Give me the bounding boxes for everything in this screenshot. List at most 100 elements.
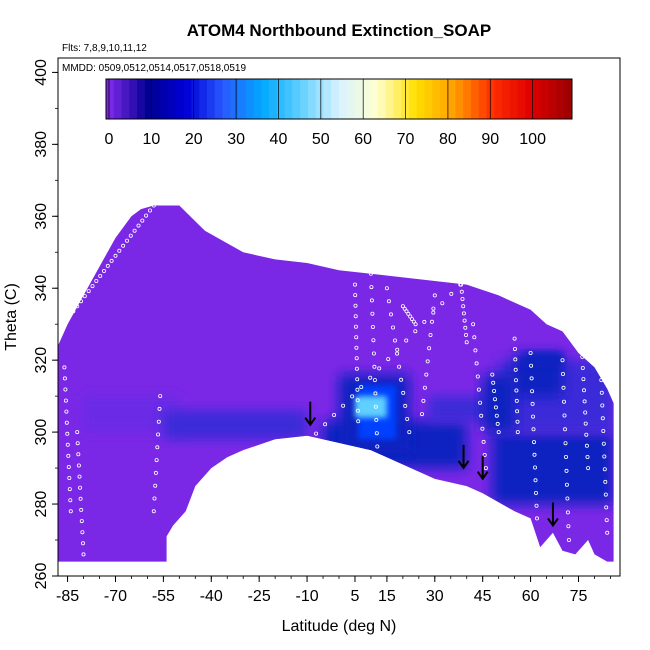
flight-sample-marker: [561, 371, 566, 376]
flight-sample-marker: [463, 332, 468, 337]
flight-sample-marker: [67, 314, 72, 319]
dates-annotation: MMDD: 0509,0512,0514,0517,0518,0519: [62, 63, 246, 74]
flight-sample-marker: [152, 496, 157, 501]
flight-sample-marker: [153, 470, 158, 475]
flight-sample-marker: [566, 538, 571, 543]
flight-sample-marker: [125, 238, 130, 243]
colorbar-segment: [393, 79, 402, 119]
colorbar-segment: [339, 79, 348, 119]
field-feature: [83, 396, 180, 433]
flight-sample-marker: [66, 464, 71, 469]
flight-sample-marker: [350, 394, 355, 399]
flight-sample-marker: [117, 248, 122, 253]
flight-sample-marker: [354, 356, 359, 361]
flight-sample-marker: [76, 463, 81, 468]
field-feature: [163, 410, 308, 440]
colorbar-tick-label: 80: [439, 131, 457, 148]
colorbar-segment: [408, 79, 418, 119]
flight-sample-marker: [493, 405, 498, 410]
flight-sample-marker: [602, 454, 607, 459]
flight-sample-marker: [531, 427, 536, 432]
flight-sample-marker: [515, 409, 520, 414]
flight-sample-marker: [98, 273, 103, 278]
field-feature: [492, 432, 614, 504]
colorbar-segment: [564, 79, 573, 119]
flight-sample-marker: [474, 361, 479, 366]
flight-sample-marker: [580, 354, 585, 359]
flight-sample-marker: [377, 366, 382, 371]
colorbar-segment: [424, 79, 433, 119]
flight-sample-marker: [78, 485, 83, 490]
flight-sample-marker: [121, 243, 126, 248]
colorbar-segment: [121, 79, 130, 119]
flight-sample-marker: [534, 503, 539, 508]
flight-sample-marker: [65, 442, 70, 447]
flight-sample-marker: [562, 413, 567, 418]
flight-sample-marker: [373, 391, 378, 396]
flight-sample-marker: [67, 487, 72, 492]
colorbar-segment: [525, 79, 534, 119]
x-tick-label: 5: [351, 588, 360, 605]
flight-sample-marker: [75, 304, 80, 309]
y-tick-label: 380: [33, 131, 50, 158]
colorbar-tick-label: 70: [397, 131, 415, 148]
flight-sample-marker: [353, 324, 358, 329]
x-tick-label: 60: [522, 588, 540, 605]
flight-arrows: [304, 401, 559, 528]
flight-sample-marker: [401, 390, 406, 395]
flight-sample-marker: [462, 318, 467, 323]
flight-sample-marker: [563, 441, 568, 446]
flight-sample-marker: [600, 403, 605, 408]
colorbar-segment: [502, 79, 511, 119]
flight-sample-marker: [154, 458, 159, 463]
flight-sample-marker: [601, 441, 606, 446]
flight-sample-marker: [579, 343, 584, 348]
flight-sample-marker: [368, 271, 373, 276]
flight-sample-marker: [564, 468, 569, 473]
field-feature: [482, 374, 515, 433]
flight-sample-marker: [605, 530, 610, 535]
field-features: [83, 353, 614, 504]
flight-sample-marker: [332, 412, 337, 417]
flight-sample-marker: [79, 519, 84, 524]
y-tick-label: 340: [33, 275, 50, 302]
flight-sample-marker: [473, 348, 478, 353]
x-tick-label: -25: [248, 588, 271, 605]
colorbar-segment: [113, 79, 123, 119]
y-tick-label: 400: [33, 59, 50, 86]
x-tick-label: 30: [426, 588, 444, 605]
flight-sample-marker: [64, 420, 69, 425]
flight-sample-marker: [531, 414, 536, 419]
x-tick-label: -55: [152, 588, 175, 605]
flight-sample-marker: [432, 293, 437, 298]
flight-sample-marker: [386, 299, 391, 304]
x-axis-label: Latitude (deg N): [282, 618, 397, 635]
colorbar-segment: [509, 79, 519, 119]
x-tick-label: -40: [200, 588, 223, 605]
flight-sample-marker: [530, 401, 535, 406]
colorbar-segment: [471, 79, 480, 119]
flight-sample-marker: [600, 416, 605, 421]
flight-sample-marker: [431, 306, 436, 311]
flight-sample-marker: [75, 441, 80, 446]
flight-sample-marker: [515, 430, 520, 435]
flight-sample-marker: [604, 518, 609, 523]
flight-sample-marker: [77, 474, 82, 479]
flight-sample-marker: [561, 385, 566, 390]
flight-sample-marker: [494, 413, 499, 418]
colorbar-segment: [137, 79, 146, 119]
flight-sample-marker: [370, 324, 375, 329]
flight-sample-marker: [90, 284, 95, 289]
flight-sample-marker: [405, 416, 410, 421]
x-tick-label: -70: [104, 588, 127, 605]
colorbar-tick-label: 20: [185, 131, 203, 148]
colorbar-segment: [238, 79, 247, 119]
x-tick-label: -85: [56, 588, 79, 605]
flight-sample-marker: [483, 466, 488, 471]
colorbar-segment: [276, 79, 286, 119]
flight-sample-marker: [461, 304, 466, 309]
flight-sample-marker: [86, 289, 91, 294]
flight-sample-marker: [404, 309, 409, 314]
flight-sample-marker: [81, 541, 86, 546]
flight-sample-marker: [580, 365, 585, 370]
